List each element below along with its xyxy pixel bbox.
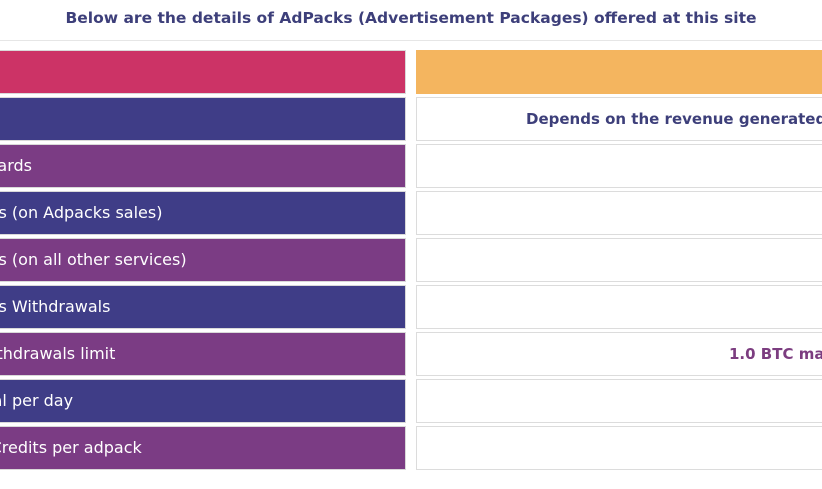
- row-value: [416, 238, 822, 282]
- table-row: issions (on Adpacks sales): [0, 191, 822, 235]
- table-row: Depends on the revenue generated at: [0, 97, 822, 141]
- row-value: Depends on the revenue generated at: [416, 97, 822, 141]
- row-value: [416, 50, 822, 94]
- row-label: [0, 97, 406, 141]
- row-value: [416, 379, 822, 423]
- row-value: [416, 191, 822, 235]
- row-value: [416, 426, 822, 470]
- heading-divider: [0, 40, 822, 41]
- table-row: gs Withdrawals limit 1.0 BTC max: [0, 332, 822, 376]
- row-label: g rewards: [0, 144, 406, 188]
- row-label: r Ad Credits per adpack: [0, 426, 406, 470]
- table-row-header: ck: [0, 50, 822, 94]
- row-label: drawal per day: [0, 379, 406, 423]
- row-label: issions (on Adpacks sales): [0, 191, 406, 235]
- table-row: issions (on all other services): [0, 238, 822, 282]
- table-row: issions Withdrawals: [0, 285, 822, 329]
- row-value: 1.0 BTC max: [416, 332, 822, 376]
- row-value: [416, 144, 822, 188]
- row-label: ck: [0, 50, 406, 94]
- row-label: issions Withdrawals: [0, 285, 406, 329]
- row-label: issions (on all other services): [0, 238, 406, 282]
- page-heading: Below are the details of AdPacks (Advert…: [65, 9, 757, 27]
- row-value: [416, 285, 822, 329]
- table-row: r Ad Credits per adpack: [0, 426, 822, 470]
- table-row: g rewards: [0, 144, 822, 188]
- table-row: drawal per day: [0, 379, 822, 423]
- row-label: gs Withdrawals limit: [0, 332, 406, 376]
